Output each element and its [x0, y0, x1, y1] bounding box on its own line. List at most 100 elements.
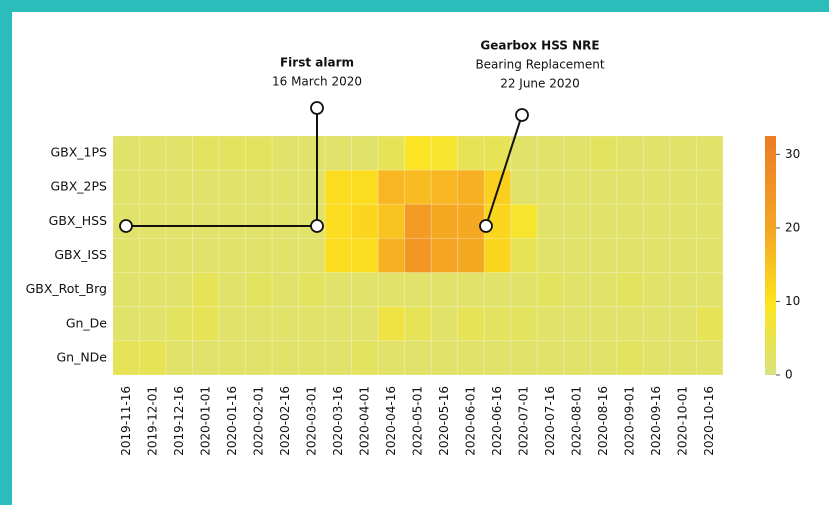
heatmap-cell — [563, 340, 591, 376]
heatmap-cell — [192, 340, 220, 376]
heatmap-cell — [457, 237, 485, 274]
x-tick-label: 2020-07-16 — [543, 386, 557, 456]
heatmap-cell — [616, 169, 644, 205]
annotation-title: Gearbox HSS NRE — [480, 39, 599, 53]
heatmap-cell — [642, 135, 671, 171]
heatmap-cell — [218, 135, 247, 171]
heatmap-cell — [271, 340, 300, 376]
heatmap-cell — [377, 306, 406, 342]
heatmap-cell — [271, 203, 300, 239]
heatmap-cell — [139, 169, 167, 205]
heatmap-cell — [165, 135, 194, 171]
x-tick-label: 2020-01-01 — [198, 386, 212, 456]
x-tick-label: 2019-11-16 — [119, 386, 133, 456]
heatmap-cell — [192, 306, 220, 342]
heatmap-cell — [351, 237, 379, 274]
heatmap-cell — [695, 135, 724, 171]
annotation-title: First alarm — [280, 56, 354, 70]
x-tick-label: 2020-10-16 — [702, 386, 716, 456]
heatmap-cell — [271, 237, 300, 274]
x-tick-label: 2020-09-01 — [623, 386, 637, 456]
heatmap-cell — [695, 306, 724, 342]
heatmap-cell — [589, 306, 618, 342]
heatmap-cell — [642, 237, 671, 274]
colorbar-tick-label: 20 — [785, 220, 800, 234]
heatmap-cell — [430, 340, 459, 376]
heatmap-cell — [298, 272, 326, 308]
heatmap-cell — [563, 272, 591, 308]
heatmap-cell — [192, 169, 220, 205]
heatmap-cell — [112, 340, 141, 376]
x-tick-label: 2019-12-01 — [145, 386, 159, 456]
heatmap-cell — [377, 135, 406, 171]
annotation-text: Bearing Replacement — [475, 58, 604, 72]
heatmap-cell — [563, 169, 591, 205]
heatmap-cell — [430, 237, 459, 274]
annotation-text: 16 March 2020 — [272, 75, 362, 89]
heatmap-cell — [351, 203, 379, 239]
heatmap-cell — [377, 203, 406, 239]
heatmap-cell — [616, 203, 644, 239]
heatmap-cell — [245, 306, 273, 342]
heatmap-cell — [298, 237, 326, 274]
heatmap-cell — [430, 203, 459, 239]
y-tick-label: GBX_HSS — [49, 213, 107, 228]
heatmap-cell — [589, 135, 618, 171]
x-tick-label: 2020-08-16 — [596, 386, 610, 456]
heatmap-cell — [483, 272, 512, 308]
heatmap-cell — [112, 135, 141, 171]
heatmap-cell — [510, 340, 538, 376]
heatmap-cell — [642, 272, 671, 308]
heatmap-cell — [351, 340, 379, 376]
heatmap-cell — [536, 135, 565, 171]
heatmap-cell — [324, 237, 353, 274]
heatmap-cell — [112, 272, 141, 308]
heatmap-cell — [404, 203, 432, 239]
colorbar — [765, 136, 776, 375]
x-tick-label: 2020-07-01 — [517, 386, 531, 456]
x-tick-label: 2020-02-01 — [251, 386, 265, 456]
heatmap-cell — [430, 135, 459, 171]
heatmap-cell — [457, 340, 485, 376]
heatmap-cell — [616, 340, 644, 376]
heatmap-cell — [483, 169, 512, 205]
heatmap-cell — [510, 169, 538, 205]
heatmap-cell — [351, 272, 379, 308]
y-tick-label: Gn_De — [66, 315, 107, 330]
annotation-line — [485, 114, 523, 227]
heatmap-cell — [642, 340, 671, 376]
annotation-marker — [310, 219, 324, 233]
heatmap-cell — [245, 237, 273, 274]
x-tick-label: 2019-12-16 — [172, 386, 186, 456]
heatmap-cell — [430, 306, 459, 342]
heatmap-cell — [192, 203, 220, 239]
heatmap-cell — [669, 169, 697, 205]
heatmap-cell — [483, 306, 512, 342]
heatmap-cell — [271, 306, 300, 342]
y-tick-label: GBX_Rot_Brg — [26, 281, 107, 296]
heatmap-cell — [271, 169, 300, 205]
x-tick-label: 2020-04-01 — [357, 386, 371, 456]
heatmap-cell — [404, 169, 432, 205]
heatmap-cell — [165, 169, 194, 205]
heatmap-cell — [430, 169, 459, 205]
heatmap-cell — [536, 306, 565, 342]
y-tick-label: GBX_ISS — [54, 247, 107, 262]
heatmap-cell — [112, 237, 141, 274]
heatmap-cell — [245, 135, 273, 171]
annotation-marker — [515, 108, 529, 122]
heatmap-cell — [139, 237, 167, 274]
x-tick-label: 2020-08-01 — [570, 386, 584, 456]
heatmap-cell — [218, 237, 247, 274]
heatmap-cell — [695, 203, 724, 239]
colorbar-tick-label: 10 — [785, 294, 800, 308]
heatmap-cell — [642, 203, 671, 239]
heatmap-cell — [642, 169, 671, 205]
x-tick-label: 2020-03-16 — [331, 386, 345, 456]
heatmap-cell — [589, 272, 618, 308]
heatmap-cell — [669, 203, 697, 239]
heatmap-cell — [271, 272, 300, 308]
heatmap-cell — [351, 135, 379, 171]
heatmap-cell — [298, 306, 326, 342]
heatmap-cell — [298, 169, 326, 205]
